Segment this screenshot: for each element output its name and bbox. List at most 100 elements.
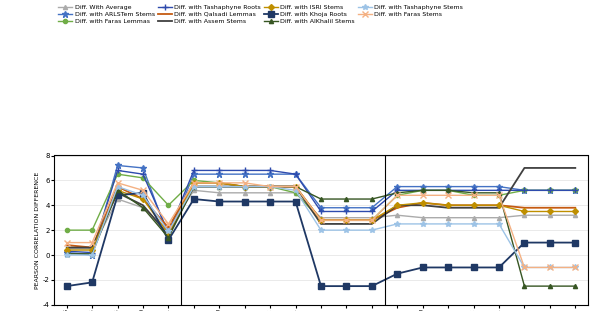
Diff. with Assem Stems — [165, 233, 172, 237]
Diff. with Tashaphyne Roots — [165, 231, 172, 234]
Diff. with Faras Lemmas — [165, 203, 172, 207]
Diff. with ARLSTem Stems — [368, 206, 376, 210]
Diff. with AlKhalil Stems — [241, 185, 248, 188]
Diff. with Tashaphyne Stems — [114, 185, 121, 188]
Diff. with ARLSTem Stems — [317, 206, 325, 210]
Diff. with ISRI Stems — [114, 188, 121, 192]
Diff. with Faras Lemmas — [89, 228, 96, 232]
Diff. with Tashaphyne Roots — [521, 188, 528, 192]
Diff. with ARLSTem Stems — [521, 188, 528, 192]
Diff. with Faras Stems — [190, 181, 197, 185]
Diff. with ISRI Stems — [470, 203, 477, 207]
Diff. with Khoja Roots — [521, 241, 528, 244]
Diff. with ARLSTem Stems — [266, 172, 274, 176]
Diff. with AlKhalil Stems — [419, 188, 427, 192]
Diff. with Assem Stems — [89, 246, 96, 249]
Diff. with ARLSTem Stems — [394, 185, 401, 188]
Diff. with Qalsadi Lemmas — [241, 185, 248, 188]
Diff. with Tashaphyne Roots — [63, 249, 70, 253]
Diff. with Faras Lemmas — [114, 172, 121, 176]
Diff. with ARLSTem Stems — [496, 185, 503, 188]
Diff. with Qalsadi Lemmas — [63, 243, 70, 247]
Diff. with ARLSTem Stems — [63, 251, 70, 254]
Diff. with Faras Lemmas — [190, 179, 197, 182]
Diff. with Faras Stems — [165, 222, 172, 226]
Diff. with Faras Lemmas — [496, 193, 503, 197]
Diff. with Qalsadi Lemmas — [343, 218, 350, 222]
Diff. with ISRI Stems — [368, 218, 376, 222]
Diff. with AlKhalil Stems — [139, 206, 146, 210]
Diff. with Qalsadi Lemmas — [215, 181, 223, 185]
Diff. with Tashaphyne Stems — [572, 266, 579, 269]
Diff. with Tashaphyne Stems — [470, 222, 477, 226]
Line: Diff. with Faras Lemmas: Diff. with Faras Lemmas — [65, 172, 577, 232]
Diff. with Assem Stems — [266, 185, 274, 188]
Diff. With Average — [266, 191, 274, 195]
Diff. with ISRI Stems — [572, 210, 579, 213]
Diff. With Average — [521, 213, 528, 217]
Diff. with ISRI Stems — [139, 197, 146, 201]
Diff. with Faras Lemmas — [241, 185, 248, 188]
Diff. With Average — [139, 206, 146, 210]
Diff. with ISRI Stems — [521, 210, 528, 213]
Diff. with AlKhalil Stems — [63, 252, 70, 256]
Diff. with Assem Stems — [317, 222, 325, 226]
Diff. with AlKhalil Stems — [445, 188, 452, 192]
Line: Diff. with Tashaphyne Roots: Diff. with Tashaphyne Roots — [63, 167, 579, 256]
Diff. with Faras Stems — [317, 218, 325, 222]
Diff. with Faras Stems — [343, 218, 350, 222]
Diff. with AlKhalil Stems — [114, 188, 121, 192]
Diff. with Qalsadi Lemmas — [419, 201, 427, 205]
Diff. with ARLSTem Stems — [190, 172, 197, 176]
Diff. with ARLSTem Stems — [419, 185, 427, 188]
Line: Diff. with Faras Stems: Diff. with Faras Stems — [64, 180, 578, 270]
Diff. With Average — [546, 213, 553, 217]
Diff. with Assem Stems — [368, 222, 376, 226]
Diff. with AlKhalil Stems — [165, 236, 172, 239]
Diff. with ISRI Stems — [394, 203, 401, 207]
Diff. With Average — [496, 216, 503, 220]
Diff. with Tashaphyne Roots — [292, 172, 299, 176]
Diff. with ARLSTem Stems — [165, 234, 172, 238]
Diff. with Tashaphyne Roots — [470, 188, 477, 192]
Diff. with Tashaphyne Roots — [241, 169, 248, 172]
Diff. with Khoja Roots — [496, 266, 503, 269]
Y-axis label: PEARSON CORRELATION DIFFERENCE: PEARSON CORRELATION DIFFERENCE — [35, 171, 40, 289]
Diff. with ISRI Stems — [190, 181, 197, 185]
Line: Diff. with Assem Stems: Diff. with Assem Stems — [67, 168, 575, 248]
Diff. with Tashaphyne Stems — [419, 222, 427, 226]
Diff. with Khoja Roots — [572, 241, 579, 244]
Line: Diff. with Qalsadi Lemmas: Diff. with Qalsadi Lemmas — [67, 183, 575, 248]
Diff. with Khoja Roots — [343, 284, 350, 288]
Diff. with Faras Lemmas — [572, 188, 579, 192]
Diff. with Qalsadi Lemmas — [546, 206, 553, 210]
Diff. with Assem Stems — [419, 203, 427, 207]
Diff. with Tashaphyne Roots — [343, 210, 350, 213]
Diff. with Qalsadi Lemmas — [368, 218, 376, 222]
Diff. with Faras Stems — [419, 193, 427, 197]
Diff. with ISRI Stems — [419, 201, 427, 205]
Diff. with Tashaphyne Stems — [165, 230, 172, 233]
Diff. with Tashaphyne Stems — [394, 222, 401, 226]
Diff. with ARLSTem Stems — [139, 166, 146, 170]
Diff. with Faras Stems — [572, 266, 579, 269]
Diff. With Average — [190, 188, 197, 192]
Diff. with AlKhalil Stems — [546, 284, 553, 288]
Diff. with ISRI Stems — [165, 232, 172, 236]
Diff. with Khoja Roots — [165, 238, 172, 242]
Diff. with Faras Stems — [368, 218, 376, 222]
Diff. with Faras Lemmas — [419, 188, 427, 192]
Diff. with ARLSTem Stems — [114, 164, 121, 167]
Diff. with ARLSTem Stems — [292, 172, 299, 176]
Diff. with Tashaphyne Stems — [496, 222, 503, 226]
Diff. with Faras Stems — [241, 181, 248, 185]
Diff. with AlKhalil Stems — [470, 191, 477, 195]
Diff. with Assem Stems — [241, 185, 248, 188]
Diff. with Assem Stems — [572, 166, 579, 170]
Diff. with Khoja Roots — [89, 281, 96, 284]
Diff. with Faras Lemmas — [521, 188, 528, 192]
Diff. with Tashaphyne Stems — [445, 222, 452, 226]
Diff. with AlKhalil Stems — [572, 284, 579, 288]
Diff. with Tashaphyne Roots — [139, 172, 146, 176]
Diff. with AlKhalil Stems — [266, 185, 274, 188]
